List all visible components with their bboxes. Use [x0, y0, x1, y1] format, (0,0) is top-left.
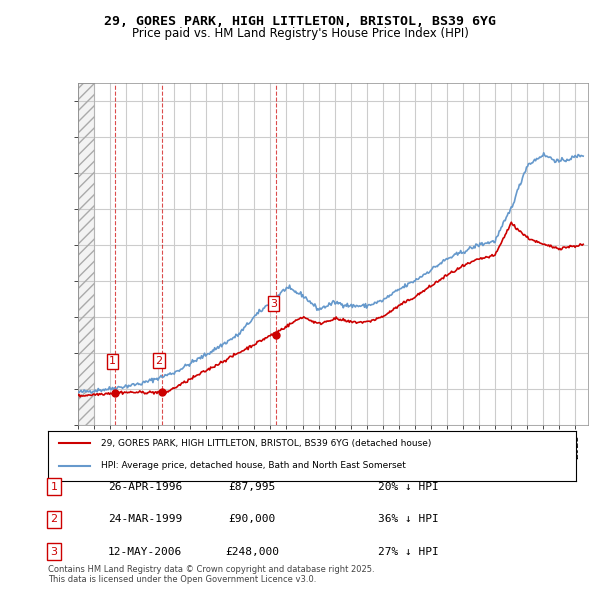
Bar: [78, 83, 94, 425]
Text: Price paid vs. HM Land Registry's House Price Index (HPI): Price paid vs. HM Land Registry's House …: [131, 27, 469, 40]
Text: 2: 2: [50, 514, 58, 524]
Text: 29, GORES PARK, HIGH LITTLETON, BRISTOL, BS39 6YG (detached house): 29, GORES PARK, HIGH LITTLETON, BRISTOL,…: [101, 439, 431, 448]
Text: 27% ↓ HPI: 27% ↓ HPI: [378, 547, 439, 556]
Text: £248,000: £248,000: [225, 547, 279, 556]
Text: 2: 2: [155, 356, 163, 366]
Text: £87,995: £87,995: [229, 482, 275, 491]
Text: 26-APR-1996: 26-APR-1996: [108, 482, 182, 491]
Text: £90,000: £90,000: [229, 514, 275, 524]
Text: 20% ↓ HPI: 20% ↓ HPI: [378, 482, 439, 491]
Text: 29, GORES PARK, HIGH LITTLETON, BRISTOL, BS39 6YG: 29, GORES PARK, HIGH LITTLETON, BRISTOL,…: [104, 15, 496, 28]
Text: 24-MAR-1999: 24-MAR-1999: [108, 514, 182, 524]
Text: 36% ↓ HPI: 36% ↓ HPI: [378, 514, 439, 524]
Text: 3: 3: [270, 299, 277, 309]
Text: 3: 3: [50, 547, 58, 556]
Text: 1: 1: [109, 356, 116, 366]
Text: HPI: Average price, detached house, Bath and North East Somerset: HPI: Average price, detached house, Bath…: [101, 461, 406, 470]
Text: 12-MAY-2006: 12-MAY-2006: [108, 547, 182, 556]
Bar: [78, 83, 94, 425]
Text: 1: 1: [50, 482, 58, 491]
Text: Contains HM Land Registry data © Crown copyright and database right 2025.
This d: Contains HM Land Registry data © Crown c…: [48, 565, 374, 584]
